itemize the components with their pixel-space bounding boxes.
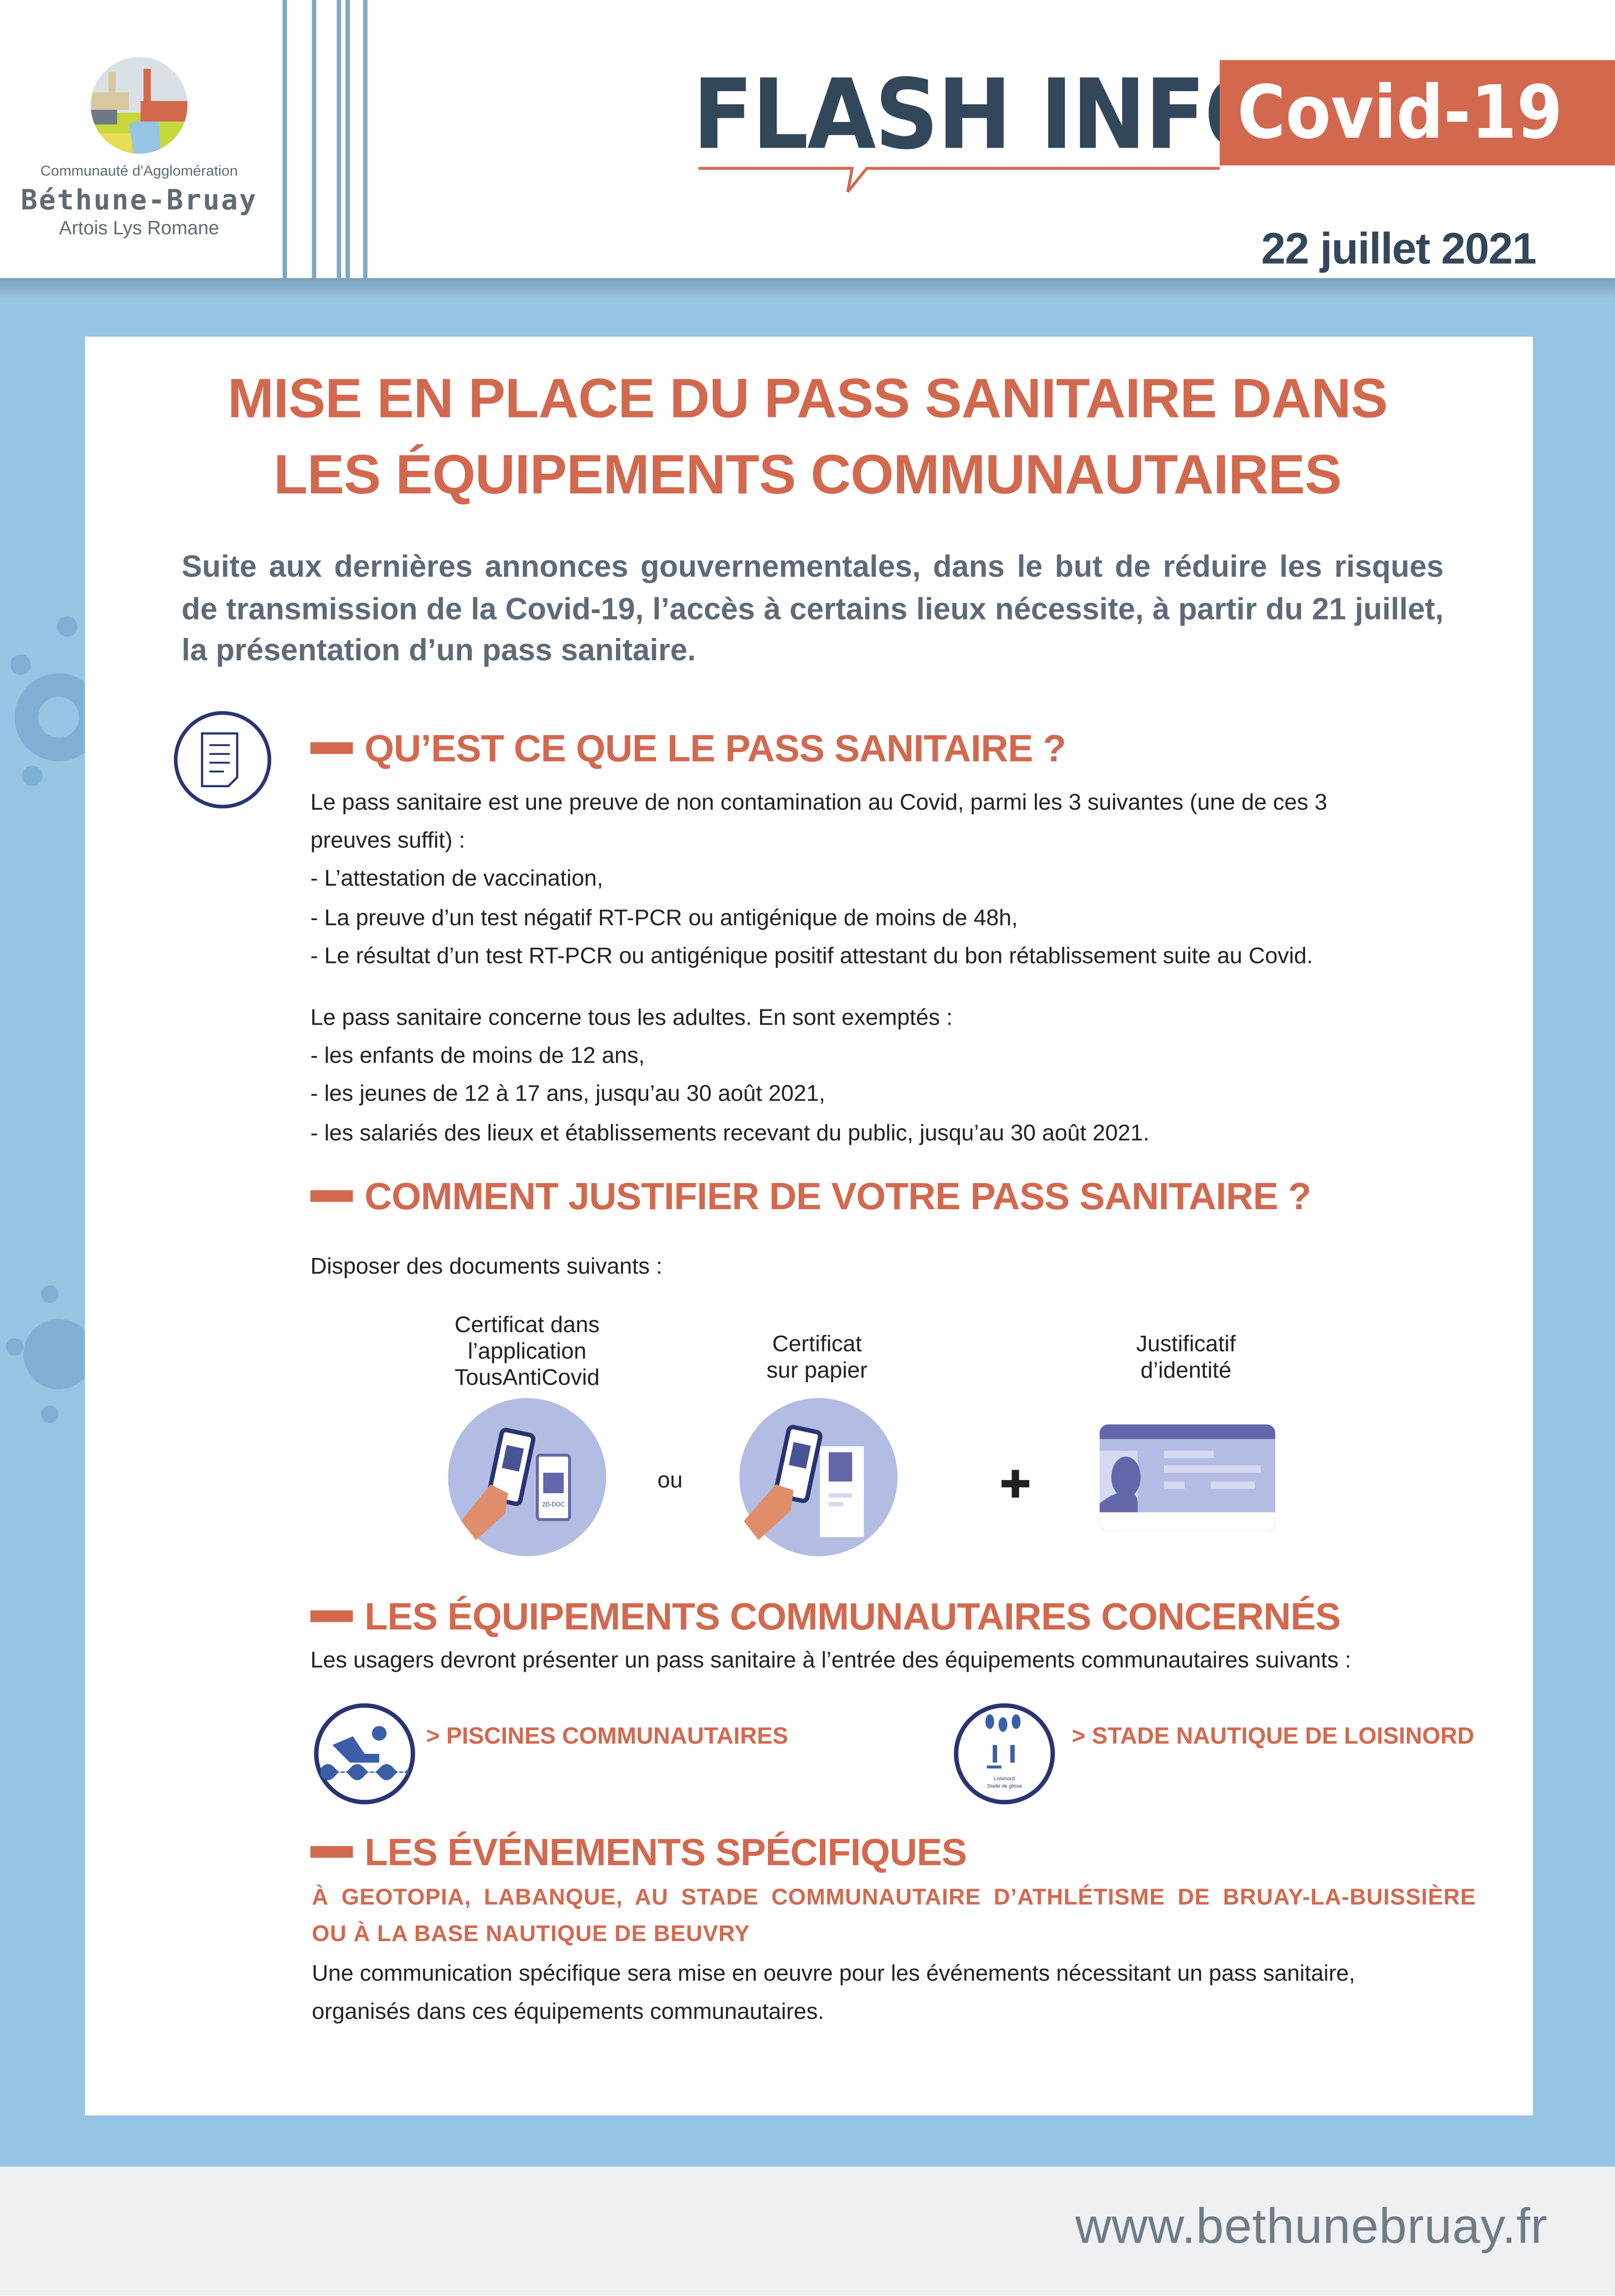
svg-text:Loisinord: Loisinord [994, 1776, 1015, 1781]
section-text: Les usagers devront présenter un pass sa… [310, 1648, 1351, 1674]
footer [0, 2166, 1615, 2296]
section-heading: COMMENT JUSTIFIER DE VOTRE PASS SANITAIR… [310, 1174, 1311, 1220]
website-link[interactable]: www.bethunebruay.fr [1075, 2198, 1548, 2255]
paper-certificate-icon [739, 1398, 898, 1556]
section-text: Disposer des documents suivants : [310, 1254, 662, 1280]
page-title: LES ÉQUIPEMENTS COMMUNAUTAIRES [273, 445, 1342, 507]
item-label: Certificat dans l’application TousAntiCovi… [454, 1313, 600, 1391]
phone-app-certificate-icon: 2D-DOC [448, 1398, 606, 1556]
section-text: Une communication spécifique sera mise e… [312, 1961, 1355, 2025]
section-heading: LES ÉQUIPEMENTS COMMUNAUTAIRES CONCERNÉS [310, 1594, 1341, 1640]
covid-badge-text: Covid-19 [1237, 70, 1563, 156]
plus-icon [1001, 1470, 1029, 1498]
swimmer-icon [314, 1703, 415, 1804]
intro-paragraph: Suite aux dernières annonces gouvernemen… [181, 550, 1444, 668]
logo-icon [91, 57, 188, 154]
section-heading: LES ÉVÉNEMENTS SPÉCIFIQUES [310, 1830, 967, 1875]
item-label: Justificatif d’identité [1136, 1332, 1236, 1384]
or-label: ou [657, 1468, 683, 1494]
document-icon [174, 711, 272, 809]
issue-date: 22 juillet 2021 [1261, 225, 1537, 274]
covid-badge [1220, 60, 1615, 166]
section-text: Le pass sanitaire concerne tous les adul… [310, 1005, 1150, 1146]
facility-link-piscines: > PISCINES COMMUNAUTAIRES [426, 1724, 788, 1750]
svg-text:2D-DOC: 2D-DOC [542, 1501, 565, 1508]
flash-info-title: FLASH INFO [692, 58, 1280, 172]
logo-text: Artois Lys Romane [59, 216, 220, 239]
facility-link-loisinord: > STADE NAUTIQUE DE LOISINORD [1072, 1724, 1475, 1750]
events-subheading: À GEOTOPIA, LABANQUE, AU STADE COMMUNAUT… [312, 1885, 1476, 1911]
loisinord-icon: Loisinord Stade de glisse [954, 1703, 1055, 1804]
section-text: Le pass sanitaire est une preuve de non … [310, 790, 1327, 969]
page-title: MISE EN PLACE DU PASS SANITAIRE DANS [227, 369, 1388, 431]
svg-text:Stade de glisse: Stade de glisse [987, 1783, 1022, 1789]
section-heading: QU’EST CE QUE LE PASS SANITAIRE ? [310, 726, 1066, 771]
logo-text: Communauté d'Agglomération [40, 164, 238, 180]
item-label: Certificat sur papier [767, 1332, 868, 1384]
logo-text: Béthune-Bruay [20, 184, 258, 217]
speech-bubble-tail [698, 167, 1220, 193]
virus-decoration-icon [6, 1285, 94, 1423]
id-card-icon [1099, 1424, 1276, 1531]
events-subheading: OU À LA BASE NAUTIQUE DE BEUVRY [312, 1922, 750, 1947]
content-card [85, 336, 1533, 2116]
